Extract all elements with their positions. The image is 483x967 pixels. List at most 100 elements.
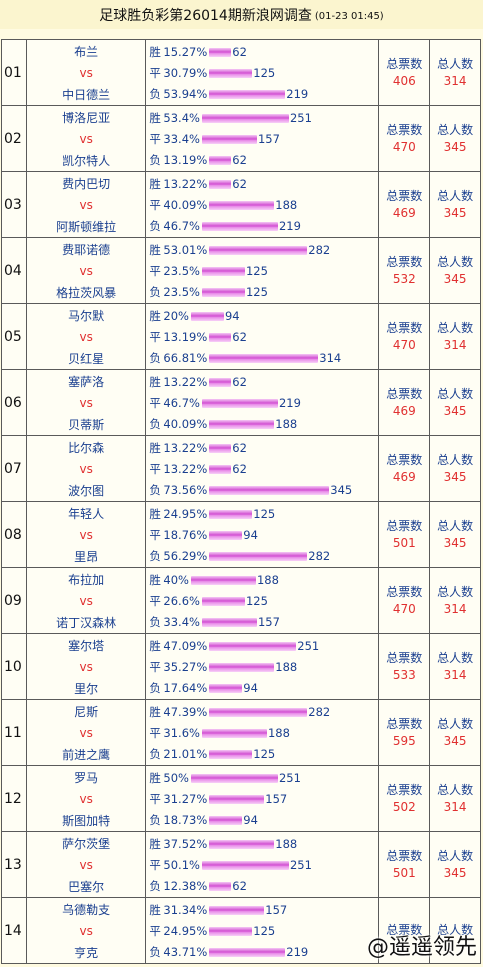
outcome-count: 188 xyxy=(267,726,290,740)
outcome-label: 平 xyxy=(149,660,161,674)
outcome-percent: 40% xyxy=(163,573,189,587)
outcome-percent: 33.4% xyxy=(163,132,200,146)
outcome-percent: 26.6% xyxy=(163,594,200,608)
match-row: 10 塞尔塔 vs 里尔 胜 47.09% 251 平 35.27% 188 负 17.64% 94 总票… xyxy=(1,634,481,700)
outcome-count: 62 xyxy=(232,45,247,59)
vote-bar xyxy=(209,68,253,78)
outcome-count: 282 xyxy=(308,243,331,257)
total-votes-cell: 总票数 469 xyxy=(378,172,429,237)
vote-line: 胜 24.95% 125 xyxy=(149,505,378,523)
match-teams: 塞萨洛 vs 贝蒂斯 xyxy=(25,370,146,435)
total-votes-value: 469 xyxy=(392,205,416,220)
vote-line: 负 40.09% 188 xyxy=(149,415,378,433)
total-votes-label: 总票数 xyxy=(386,584,423,599)
match-number: 14 xyxy=(1,898,26,963)
vote-distribution: 胜 13.22% 62 平 40.09% 188 负 46.7% 219 xyxy=(145,172,378,237)
outcome-count: 251 xyxy=(289,858,312,872)
outcome-count: 188 xyxy=(256,573,279,587)
match-teams: 萨尔茨堡 vs 巴塞尔 xyxy=(25,832,146,897)
away-team: 诺丁汉森林 xyxy=(56,616,117,630)
vote-bar xyxy=(190,311,224,321)
outcome-percent: 40.09% xyxy=(163,198,208,212)
vote-bar xyxy=(209,47,232,57)
total-people-label: 总人数 xyxy=(437,518,474,533)
outcome-label: 胜 xyxy=(149,705,161,719)
outcome-count: 251 xyxy=(297,639,320,653)
outcome-count: 157 xyxy=(265,792,288,806)
vs-label: vs xyxy=(79,924,93,938)
match-teams: 罗马 vs 斯图加特 xyxy=(25,766,146,831)
total-people-value: 345 xyxy=(443,205,467,220)
outcome-count: 219 xyxy=(278,396,301,410)
outcome-percent: 20% xyxy=(163,309,189,323)
total-votes-value: 470 xyxy=(392,139,416,154)
outcome-label: 负 xyxy=(149,879,161,893)
vote-bar xyxy=(201,860,289,870)
outcome-label: 胜 xyxy=(149,111,161,125)
vote-bar xyxy=(201,287,245,297)
home-team: 塞尔塔 xyxy=(68,639,105,653)
outcome-percent: 53.4% xyxy=(163,111,200,125)
vote-line: 胜 50% 251 xyxy=(149,769,378,787)
vote-distribution: 胜 20% 94 平 13.19% 62 负 66.81% 314 xyxy=(145,304,378,369)
total-votes-label: 总票数 xyxy=(386,452,423,467)
away-team: 里昂 xyxy=(74,550,99,564)
vs-label: vs xyxy=(79,528,93,542)
home-team: 费内巴切 xyxy=(62,177,111,191)
away-team: 中日德兰 xyxy=(62,88,111,102)
outcome-count: 219 xyxy=(286,87,309,101)
outcome-label: 负 xyxy=(149,285,161,299)
vote-line: 胜 53.01% 282 xyxy=(149,241,378,259)
match-row: 07 比尔森 vs 波尔图 胜 13.22% 62 平 13.22% 62 负 73.56% 345 总票… xyxy=(1,436,481,502)
vote-line: 负 46.7% 219 xyxy=(149,217,378,235)
outcome-count: 94 xyxy=(224,309,240,323)
outcome-percent: 13.22% xyxy=(163,375,208,389)
outcome-percent: 31.6% xyxy=(163,726,200,740)
outcome-percent: 37.52% xyxy=(163,837,208,851)
match-teams: 布兰 vs 中日德兰 xyxy=(25,40,146,105)
vote-line: 胜 47.39% 282 xyxy=(149,703,378,721)
vote-line: 平 35.27% 188 xyxy=(149,658,378,676)
home-team: 塞萨洛 xyxy=(68,375,105,389)
away-team: 阿斯顿维拉 xyxy=(56,220,117,234)
match-row: 01 布兰 vs 中日德兰 胜 15.27% 62 平 30.79% 125 负 53.94% 219 总… xyxy=(1,40,481,106)
outcome-count: 94 xyxy=(243,813,258,827)
vote-bar xyxy=(209,530,243,540)
total-votes-label: 总票数 xyxy=(386,56,423,71)
vote-line: 平 33.4% 157 xyxy=(149,130,378,148)
total-people-cell: 总人数 314 xyxy=(429,568,481,633)
outcome-label: 负 xyxy=(149,549,161,563)
outcome-percent: 35.27% xyxy=(163,660,208,674)
away-team: 亨克 xyxy=(74,946,99,960)
total-people-label: 总人数 xyxy=(437,650,474,665)
vote-bar xyxy=(209,641,297,651)
vote-bar xyxy=(201,398,278,408)
vote-line: 负 13.19% 62 xyxy=(149,151,378,169)
outcome-count: 125 xyxy=(245,264,268,278)
home-team: 比尔森 xyxy=(68,441,105,455)
vote-bar xyxy=(209,881,232,891)
vote-bar xyxy=(209,89,286,99)
vote-bar xyxy=(209,464,232,474)
outcome-count: 125 xyxy=(245,594,268,608)
total-people-cell: 总人数 345 xyxy=(429,238,481,303)
vs-label: vs xyxy=(79,462,93,476)
total-votes-label: 总票数 xyxy=(386,716,423,731)
vs-label: vs xyxy=(79,396,93,410)
total-people-label: 总人数 xyxy=(437,56,474,71)
total-votes-label: 总票数 xyxy=(386,122,423,137)
vote-line: 胜 15.27% 62 xyxy=(149,43,378,61)
total-votes-label: 总票数 xyxy=(386,518,423,533)
match-teams: 马尔默 vs 贝红星 xyxy=(25,304,146,369)
away-team: 贝蒂斯 xyxy=(68,418,105,432)
away-team: 贝红星 xyxy=(68,352,105,366)
outcome-label: 负 xyxy=(149,87,161,101)
vote-line: 平 31.6% 188 xyxy=(149,724,378,742)
outcome-percent: 13.22% xyxy=(163,462,208,476)
home-team: 尼斯 xyxy=(74,705,99,719)
outcome-percent: 15.27% xyxy=(163,45,208,59)
outcome-percent: 56.29% xyxy=(163,549,208,563)
total-people-label: 总人数 xyxy=(437,848,474,863)
outcome-percent: 31.34% xyxy=(163,903,208,917)
vote-line: 负 33.4% 157 xyxy=(149,613,378,631)
